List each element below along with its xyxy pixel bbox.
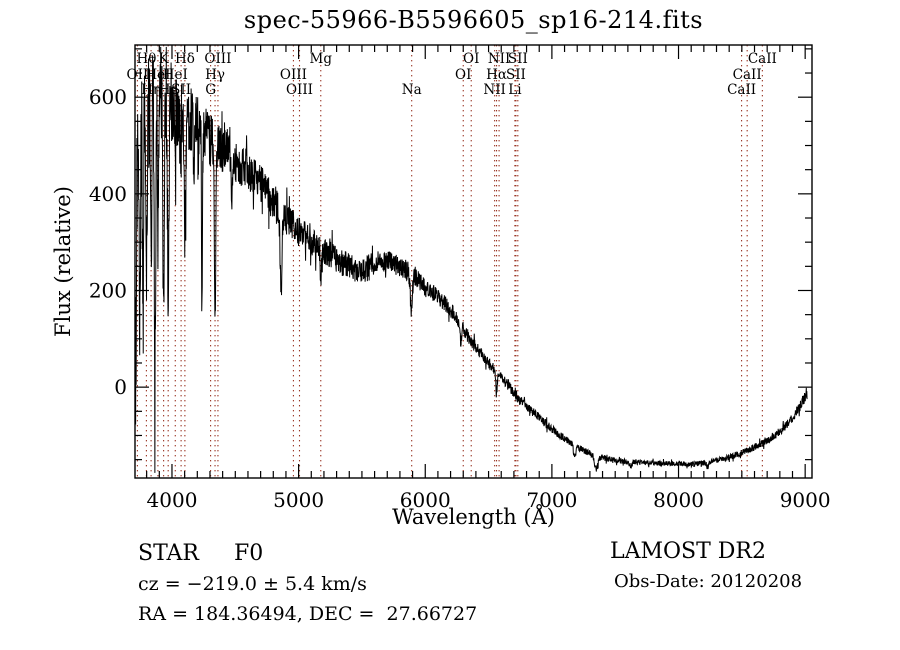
line-label: CaII bbox=[727, 82, 756, 98]
line-label: Hδ bbox=[175, 51, 195, 67]
line-label: OIII bbox=[286, 82, 313, 98]
x-tick-label: 4000 bbox=[147, 488, 198, 512]
line-label: Mg bbox=[310, 51, 333, 67]
line-label: OII bbox=[127, 67, 149, 83]
line-label: OI bbox=[455, 67, 471, 83]
plot-frame bbox=[134, 44, 813, 479]
classification-label: STAR F0 bbox=[138, 541, 264, 566]
line-label: NII bbox=[483, 82, 505, 98]
line-label: SII bbox=[506, 67, 526, 83]
axes-frame bbox=[134, 44, 813, 479]
line-label: OIII bbox=[204, 51, 231, 67]
y-tick-labels: 0 200 400 600 bbox=[89, 85, 127, 399]
x-axis-ticks bbox=[146, 45, 806, 478]
y-tick-label: 0 bbox=[114, 375, 127, 399]
x-tick-label: 8000 bbox=[653, 488, 704, 512]
x-tick-label: 9000 bbox=[780, 488, 831, 512]
spectral-line-markers bbox=[136, 45, 763, 478]
page-title: spec-55966-B5596605_sp16-214.fits bbox=[243, 6, 704, 34]
radial-velocity-label: cz = −219.0 ± 5.4 km/s bbox=[138, 573, 367, 595]
x-tick-label: 6000 bbox=[400, 488, 451, 512]
x-tick-label: 5000 bbox=[273, 488, 324, 512]
line-label: NII bbox=[488, 51, 510, 67]
coordinates-label: RA = 184.36494, DEC = 27.66727 bbox=[138, 603, 478, 625]
line-label: OIII bbox=[280, 67, 307, 83]
line-label: Hη bbox=[141, 82, 161, 98]
line-label: SII bbox=[508, 51, 528, 67]
line-label: Hα bbox=[486, 67, 507, 83]
line-label: Hθ bbox=[136, 51, 156, 67]
line-label: CaII bbox=[733, 67, 762, 83]
y-axis-label: Flux (relative) bbox=[51, 186, 75, 337]
line-label: Hγ bbox=[205, 67, 225, 83]
line-label: K bbox=[159, 51, 170, 67]
line-label: CaII bbox=[748, 51, 777, 67]
line-label: Na bbox=[402, 82, 422, 98]
x-axis-label: Wavelength (Å) bbox=[392, 504, 555, 529]
y-tick-label: 600 bbox=[89, 85, 127, 109]
x-tick-label: 7000 bbox=[526, 488, 577, 512]
y-tick-label: 200 bbox=[89, 278, 127, 302]
spectral-line-labels: OIIHθHηHeIKHεHeISIIHδGHγOIIIOIIIOIIIMgNa… bbox=[127, 51, 777, 98]
line-label: HeI bbox=[145, 67, 170, 83]
x-tick-labels: 4000 5000 6000 7000 8000 9000 bbox=[147, 488, 831, 512]
obs-date-label: Obs-Date: 20120208 bbox=[614, 571, 803, 592]
line-label: HeI bbox=[163, 67, 188, 83]
line-label: G bbox=[205, 82, 216, 98]
survey-release-label: LAMOST DR2 bbox=[610, 539, 766, 564]
spectrum-trace bbox=[135, 46, 808, 473]
y-axis-ticks bbox=[135, 48, 812, 461]
line-label: Li bbox=[508, 82, 522, 98]
line-label: OI bbox=[463, 51, 479, 67]
y-tick-label: 400 bbox=[89, 182, 127, 206]
